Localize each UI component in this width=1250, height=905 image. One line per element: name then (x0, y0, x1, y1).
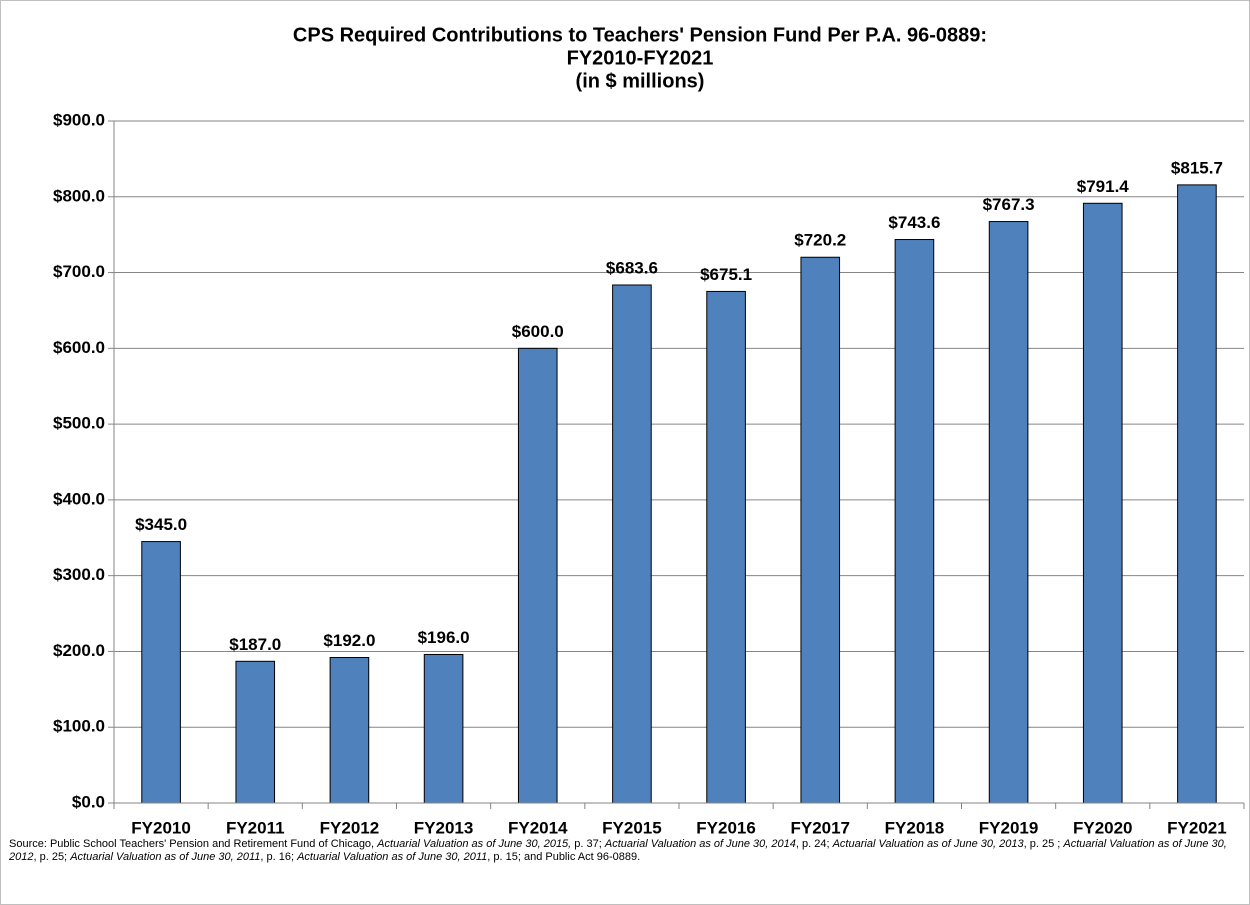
source-segment: , p. 16; (260, 851, 298, 863)
bar (706, 290, 746, 804)
bar (329, 657, 370, 804)
chart-title: (in $ millions) (576, 70, 705, 92)
x-tick-label: FY2019 (979, 818, 1039, 835)
bar (235, 660, 276, 804)
x-tick-label: FY2015 (602, 818, 662, 835)
x-tick-label: FY2013 (414, 818, 474, 835)
value-label: $600.0 (512, 322, 564, 341)
source-segment: Actuarial Valuation as of June 30, 2014 (604, 838, 796, 850)
source-segment: Actuarial Valuation as of June 30, 2015, (377, 838, 572, 850)
source-segment: Actuarial Valuation as of June 30, 2011 (297, 851, 488, 863)
bar (988, 221, 1029, 804)
y-tick-label: $900.0 (53, 110, 105, 129)
value-label: $192.0 (323, 631, 375, 650)
x-tick-label: FY2020 (1073, 818, 1133, 835)
source-segment: Actuarial Valuation as of June 30, 2013 (832, 838, 1024, 850)
bar (141, 541, 181, 804)
value-label: $683.6 (606, 258, 658, 277)
x-tick-label: FY2012 (320, 818, 380, 835)
value-label: $743.6 (888, 213, 940, 232)
x-tick-label: FY2011 (226, 818, 285, 835)
y-tick-label: $300.0 (53, 565, 105, 584)
source-segment: , p. 15; and Public Act 96-0889. (487, 851, 641, 863)
bar (1082, 202, 1123, 804)
source-segment: , p. 25 ; (1023, 838, 1064, 850)
bar (423, 653, 464, 804)
chart-title: CPS Required Contributions to Teachers' … (293, 24, 987, 46)
bar (800, 256, 841, 804)
x-tick-label: FY2018 (885, 818, 945, 835)
source-segment: Source: Public School Teachers' Pension … (9, 838, 378, 850)
source-segment: Actuarial Valuation as of June 30, 2012 (9, 838, 1227, 863)
value-label: $720.2 (794, 231, 846, 250)
value-label: $815.7 (1171, 158, 1223, 177)
source-note: Source: Public School Teachers' Pension … (9, 838, 1234, 864)
chart-title: FY2010-FY2021 (567, 47, 714, 69)
x-tick-label: FY2021 (1167, 818, 1227, 835)
value-label: $187.0 (229, 635, 281, 654)
bar (894, 239, 935, 804)
value-label: $196.0 (418, 628, 470, 647)
y-tick-label: $400.0 (53, 489, 105, 508)
x-tick-label: FY2017 (790, 818, 850, 835)
source-segment: , p. 24; (795, 838, 833, 850)
y-tick-label: $700.0 (53, 262, 105, 281)
value-label: $345.0 (135, 515, 187, 534)
source-segment: Actuarial Valuation as of June 30, 2011 (70, 851, 261, 863)
x-tick-label: FY2016 (696, 818, 756, 835)
chart: CPS Required Contributions to Teachers' … (53, 24, 1245, 835)
y-tick-label: $200.0 (53, 641, 105, 660)
x-tick-label: FY2014 (508, 818, 568, 835)
y-tick-label: $500.0 (53, 414, 105, 433)
source-segment: p. 37; (571, 838, 605, 850)
value-label: $791.4 (1077, 177, 1130, 196)
value-label: $675.1 (700, 265, 752, 284)
y-tick-label: $100.0 (53, 717, 105, 736)
value-label: $767.3 (983, 195, 1035, 214)
y-tick-label: $800.0 (53, 186, 105, 205)
bar (1177, 184, 1217, 804)
bar (612, 284, 652, 804)
x-tick-label: FY2010 (131, 818, 191, 835)
source-segment: , p. 25; (33, 851, 71, 863)
y-tick-label: $600.0 (53, 338, 105, 357)
y-tick-label: $0.0 (72, 792, 105, 811)
bar (517, 347, 558, 804)
